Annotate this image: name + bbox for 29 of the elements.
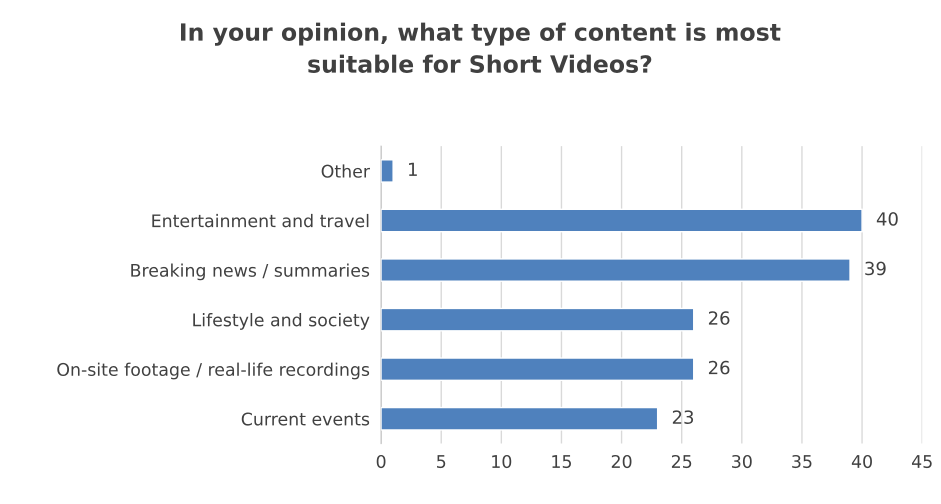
x-tick-label: 35 (792, 454, 812, 468)
x-tick-label: 45 (912, 455, 932, 468)
data-label: 26 (708, 360, 730, 374)
bar (381, 208, 863, 232)
bar (381, 308, 694, 332)
data-label: 23 (672, 410, 694, 424)
bar (381, 357, 694, 382)
data-label: 1 (409, 162, 417, 176)
x-tick-label: 40 (852, 454, 872, 468)
chart-title: In your opinion, what type of content is most suitable for Short Videos? (180, 22, 780, 73)
bar (381, 159, 394, 183)
x-tick-label: 10 (492, 454, 512, 468)
y-tick-label: Other (322, 164, 370, 178)
y-tick-label: Breaking news / summaries (131, 263, 370, 280)
data-label: 39 (865, 262, 886, 276)
y-tick-label: On-site footage / real-life recordings (57, 362, 370, 380)
x-tick-label: 20 (612, 454, 632, 468)
y-tick-label: Lifestyle and society (193, 313, 370, 330)
x-tick-label: 30 (732, 454, 752, 468)
x-tick-label: 0 (376, 454, 386, 468)
x-tick-label: 15 (552, 455, 571, 468)
y-tick-label: Current events (242, 412, 370, 426)
data-label: 40 (876, 212, 898, 226)
x-tick-label: 5 (437, 455, 446, 468)
y-tick-label: Entertainment and travel (152, 214, 368, 228)
x-tick-label: 25 (672, 454, 692, 468)
data-label: 26 (708, 311, 730, 325)
bar (381, 406, 658, 431)
bar (381, 258, 851, 282)
